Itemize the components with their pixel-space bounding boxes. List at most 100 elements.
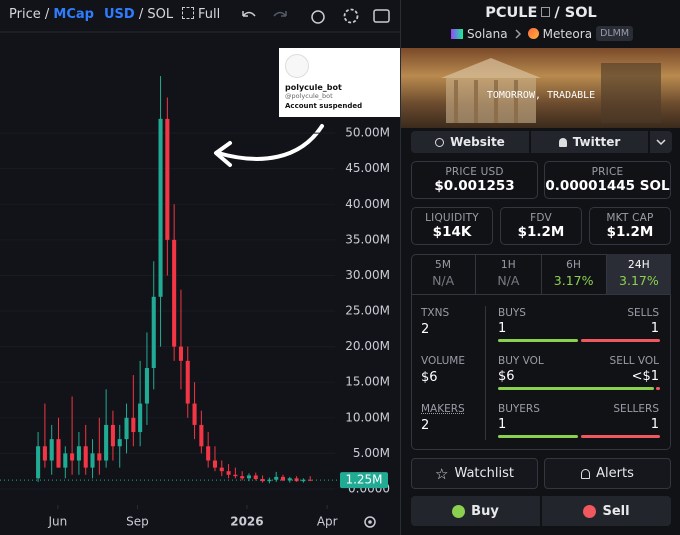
candle-body: [246, 475, 252, 479]
candle: [287, 476, 292, 483]
candle-body: [144, 367, 149, 404]
candle: [83, 424, 88, 475]
candle: [199, 410, 204, 454]
value: $14K: [432, 224, 472, 240]
timeframe-tab[interactable]: 5M N/A: [411, 254, 475, 294]
x-tick-label: Jun: [47, 515, 67, 529]
candle: [36, 432, 41, 482]
candle-body: [90, 453, 95, 468]
candle-body: [158, 118, 163, 297]
x-tick-label: 2026: [230, 515, 263, 529]
sellers-value: 1: [650, 417, 659, 432]
copy-icon[interactable]: [541, 7, 551, 17]
arrow-head: [214, 141, 232, 167]
candle: [124, 403, 129, 454]
candle-body: [124, 417, 129, 440]
pair-route: Solana Meteora DLMM: [451, 26, 634, 41]
fullscreen-button[interactable]: Full: [182, 7, 220, 22]
label: MKT CAP: [606, 212, 654, 224]
tab-label: 6H: [566, 259, 582, 271]
sell-button[interactable]: Sell: [542, 496, 671, 526]
candle-body: [253, 475, 258, 480]
usd-label: USD: [104, 7, 135, 22]
candle: [267, 477, 272, 484]
redo-icon[interactable]: [273, 11, 287, 17]
settings-gear-icon[interactable]: [343, 8, 359, 24]
candle-body: [83, 446, 88, 468]
sell-icon: [583, 504, 597, 518]
timeframe-tab[interactable]: 24H 3.17%: [605, 254, 671, 294]
website-button[interactable]: Website: [411, 131, 529, 153]
undo-icon[interactable]: [242, 11, 256, 17]
y-tick-label: 30.00M: [345, 268, 390, 282]
price-label: Price: [9, 7, 41, 22]
twitter-label: Twitter: [572, 135, 621, 149]
buyers-bar: [498, 435, 578, 438]
price-sol-box: PRICE 0.00001445 SOL: [544, 161, 671, 199]
twitter-button[interactable]: Twitter: [531, 131, 648, 153]
candle-body: [165, 118, 170, 240]
candle: [56, 417, 61, 468]
candle: [97, 417, 102, 475]
candle-body: [104, 424, 109, 461]
buy-vol-label: BUY VOL: [498, 355, 544, 367]
buyers-value: 1: [498, 417, 507, 432]
avatar: [285, 54, 309, 78]
candle-body: [301, 479, 306, 482]
candle: [138, 360, 143, 447]
toolbar-icons: [242, 8, 390, 24]
timeframe-tab[interactable]: 6H 3.17%: [540, 254, 606, 294]
y-tick-label: 45.00M: [345, 161, 390, 175]
label: PRICE USD: [445, 166, 504, 178]
buy-label: Buy: [471, 503, 499, 519]
label: PRICE: [591, 166, 624, 178]
candle-body: [199, 424, 204, 447]
watchlist-label: Watchlist: [454, 466, 515, 481]
settings-icon[interactable]: [364, 516, 376, 528]
price-mcap-toggle[interactable]: Price / MCap: [9, 7, 94, 22]
makers-label: MAKERS: [421, 403, 465, 415]
last-price-label: 1.25M: [345, 473, 382, 487]
camera-icon[interactable]: [373, 9, 390, 23]
mcap-label: MCap: [53, 7, 94, 22]
sells-bar: [581, 339, 660, 342]
banner-art: [441, 58, 661, 123]
candle: [219, 460, 224, 477]
liquidity-box: LIQUIDITY $14K: [411, 207, 493, 245]
alerts-button[interactable]: Alerts: [544, 458, 671, 489]
buy-icon: [452, 504, 466, 518]
more-button[interactable]: [650, 131, 672, 153]
candle: [172, 204, 177, 361]
timeframe-tab[interactable]: 1H N/A: [475, 254, 540, 294]
alerts-label: Alerts: [596, 466, 634, 481]
sell-vol-value: <$1: [631, 369, 659, 384]
replay-icon[interactable]: [311, 10, 325, 24]
pair-title: PCULE / SOL: [401, 5, 680, 21]
separator: /: [554, 5, 560, 21]
candle: [240, 471, 245, 481]
watchlist-button[interactable]: ☆ Watchlist: [411, 458, 538, 489]
candle-body: [42, 446, 47, 461]
buys-value: 1: [498, 321, 507, 336]
candle-body: [70, 453, 75, 461]
candle-body: [226, 471, 231, 475]
candle-body: [280, 476, 286, 481]
candle-body: [63, 453, 68, 468]
candle-body: [185, 360, 190, 404]
candle: [206, 432, 211, 468]
candle: [117, 424, 122, 468]
candle: [144, 332, 149, 425]
candle-body: [76, 446, 81, 461]
candle-body: [117, 439, 122, 447]
value: $1.2M: [517, 224, 565, 240]
tab-label: 1H: [500, 259, 516, 271]
price-usd-box: PRICE USD $0.001253: [411, 161, 538, 199]
candle: [192, 382, 197, 440]
candle-body: [138, 403, 143, 433]
buy-button[interactable]: Buy: [411, 496, 540, 526]
currency-toggle[interactable]: USD / SOL: [104, 7, 173, 22]
buy-vol-bar: [498, 387, 654, 390]
candle-body: [219, 467, 224, 472]
sells-label: SELLS: [627, 307, 659, 319]
tweet-status: Account suspended: [285, 102, 363, 110]
